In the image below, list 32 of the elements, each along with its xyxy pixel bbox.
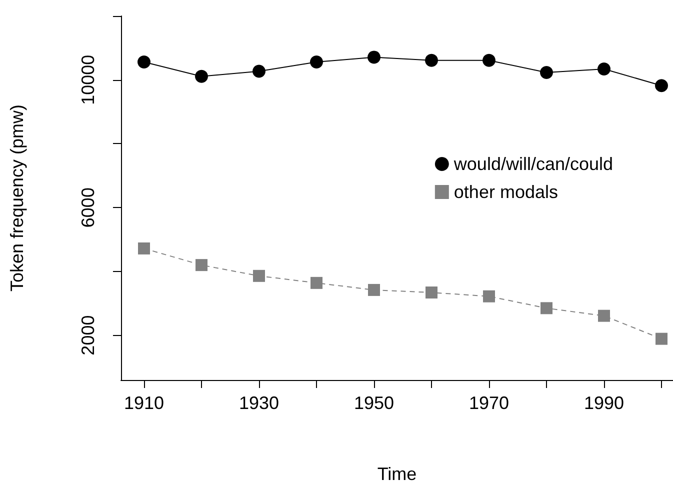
y-tick-label: 6000 [78, 188, 98, 228]
point [138, 242, 150, 254]
point [598, 62, 610, 76]
legend-label: would/will/can/could [452, 154, 614, 174]
x-axis-title: Time [377, 464, 417, 484]
point [540, 66, 553, 80]
point [310, 276, 322, 289]
x-tick-label: 1970 [468, 393, 510, 413]
point [252, 64, 266, 78]
x-tick-label: 1930 [238, 393, 280, 413]
point [425, 54, 438, 67]
x-tick-label: 1910 [124, 393, 164, 413]
point [483, 290, 495, 302]
point [196, 259, 208, 272]
point [195, 70, 208, 83]
point [540, 302, 552, 314]
legend-label: other modals [454, 182, 558, 202]
x-tick-label: 1950 [354, 393, 394, 413]
point [253, 270, 265, 282]
point [138, 55, 150, 68]
point [655, 79, 668, 92]
point [368, 284, 380, 296]
point [482, 54, 496, 67]
point [598, 310, 610, 322]
point [310, 55, 323, 68]
point [368, 50, 380, 64]
y-tick-label: 10000 [78, 54, 98, 105]
x-tick-label: 1990 [584, 393, 624, 413]
y-tick-label: 2000 [78, 315, 98, 356]
point [426, 286, 438, 299]
y-axis-title: Token frequency (pmw) [7, 104, 27, 292]
point [656, 332, 668, 345]
